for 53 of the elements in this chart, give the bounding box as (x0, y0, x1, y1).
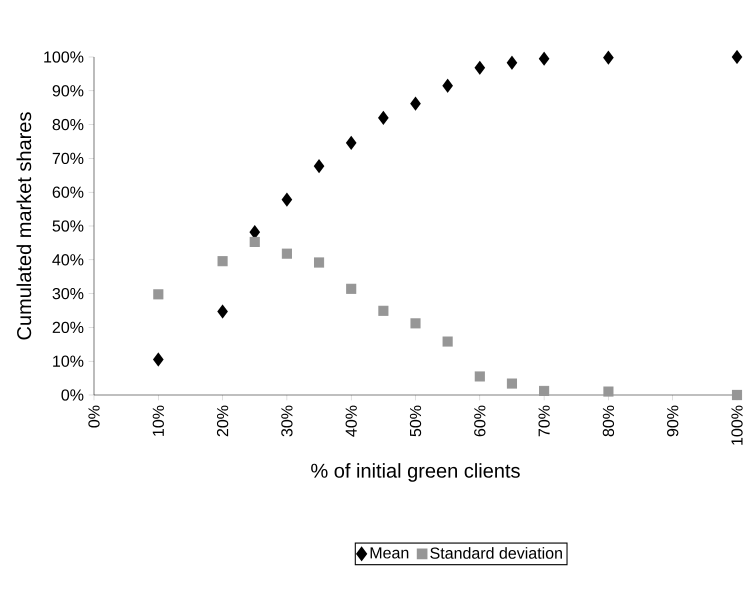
point (217, 304, 228, 318)
point (314, 257, 324, 268)
x-tick-label: 0% (88, 406, 100, 428)
point (410, 96, 421, 111)
point (153, 352, 164, 366)
x-tick-label: 90% (667, 406, 678, 436)
point (378, 110, 389, 125)
x-tick-label: 30% (281, 406, 293, 436)
point (474, 60, 486, 75)
point (378, 306, 388, 316)
point (603, 50, 614, 65)
point (250, 236, 260, 247)
point (314, 159, 324, 174)
x-tick-label: 40% (346, 406, 357, 437)
y-tick-label: 50% (52, 220, 84, 232)
point (282, 248, 292, 259)
point (249, 225, 260, 240)
x-tick-label: 50% (410, 406, 422, 436)
y-tick-label: 20% (52, 322, 84, 334)
x-tick-label: 70% (538, 406, 550, 436)
point (153, 289, 164, 300)
point (506, 378, 518, 389)
point (474, 371, 485, 382)
point (603, 386, 614, 397)
point (442, 336, 453, 347)
point (410, 318, 421, 328)
point (282, 192, 292, 207)
y-tick-label: 30% (52, 288, 84, 300)
y-tick-label: 90% (52, 85, 84, 96)
legend-label: Mean (370, 547, 408, 559)
x-axis-title: % of initial green clients (311, 463, 520, 482)
y-tick-label: 70% (52, 152, 84, 164)
y-tick-label: 80% (52, 118, 84, 130)
y-tick-label: 40% (52, 254, 84, 266)
point (346, 136, 356, 150)
point (538, 52, 550, 66)
y-tick-label: 10% (53, 356, 84, 367)
point (539, 386, 550, 396)
x-tick-label: 100% (731, 406, 743, 445)
y-tick-label: 100% (44, 51, 84, 63)
legend-label: Standard deviation (430, 547, 562, 559)
y-tick-label: 0% (61, 389, 84, 401)
x-tick-label: 10% (152, 406, 164, 436)
point (346, 284, 356, 294)
x-tick-label: 60% (474, 406, 486, 436)
x-tick-label: 80% (602, 406, 614, 436)
x-tick-label: 20% (216, 406, 228, 436)
point (732, 390, 742, 400)
point (506, 56, 518, 70)
point (442, 78, 453, 93)
y-axis-title: Cumulated market shares (16, 112, 32, 340)
y-tick-label: 60% (52, 186, 84, 198)
point (218, 256, 228, 266)
